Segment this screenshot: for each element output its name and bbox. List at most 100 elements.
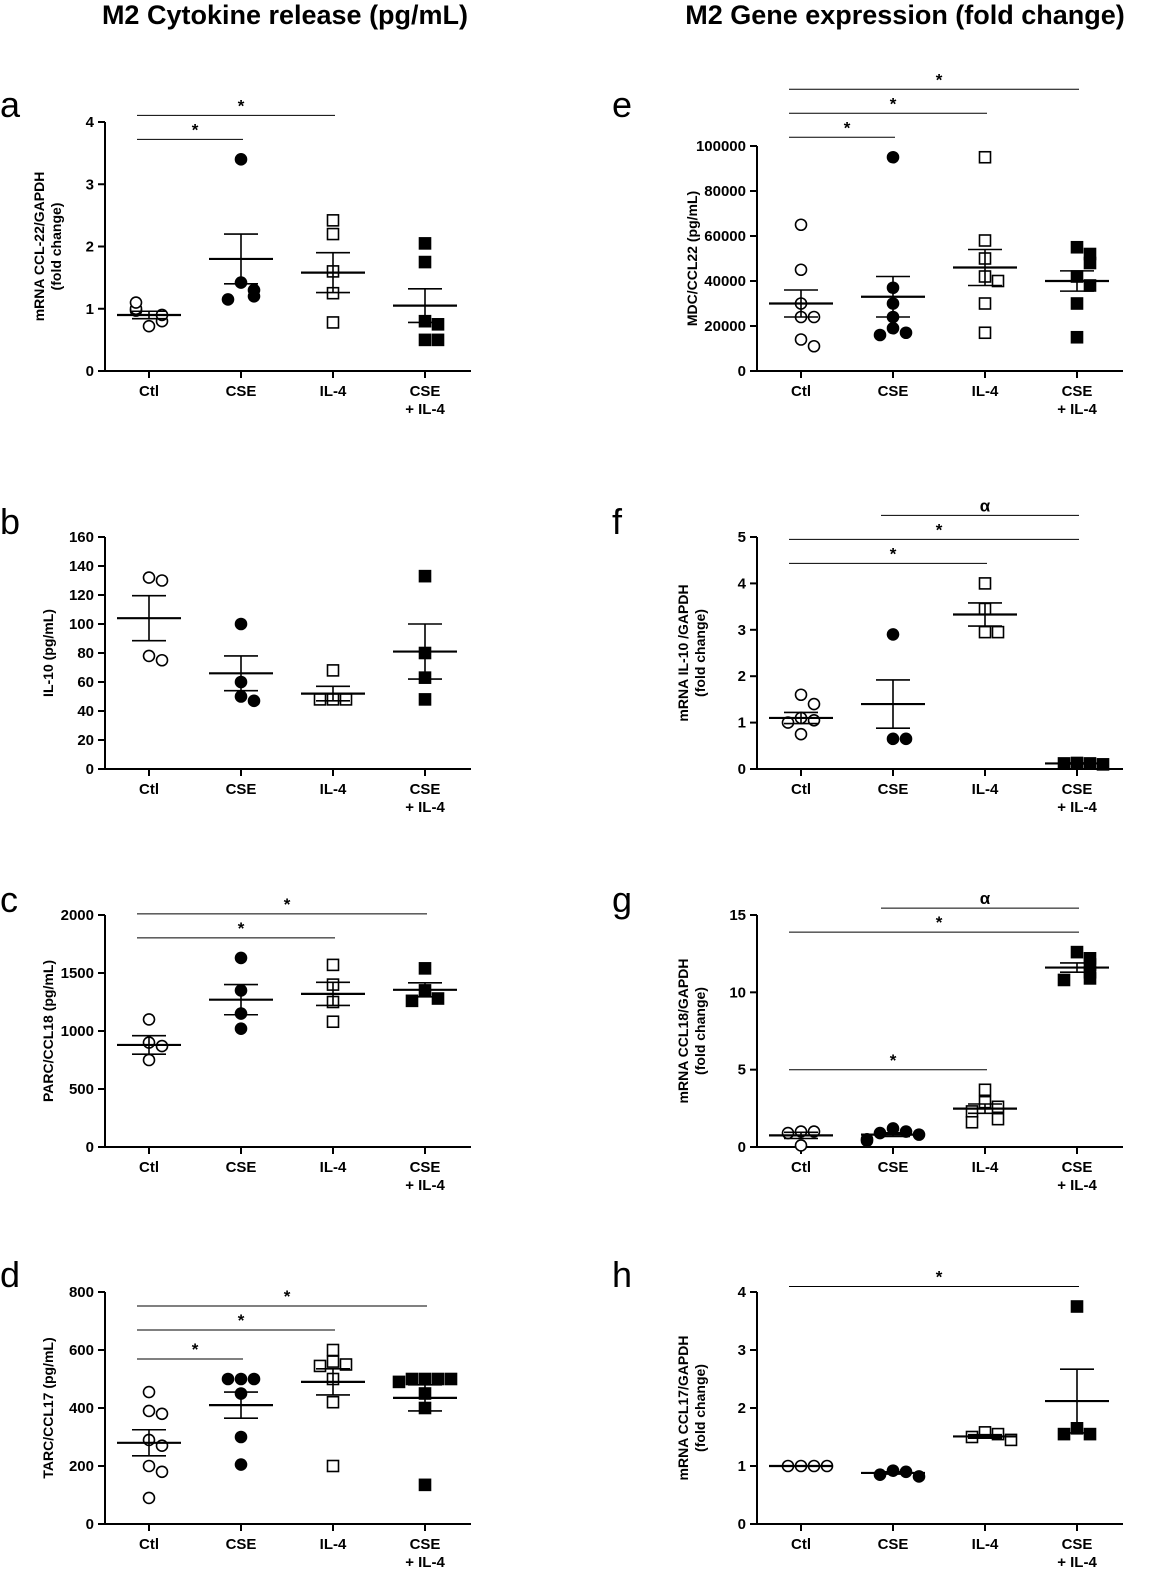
x-tick-label: IL-4 bbox=[320, 1159, 347, 1176]
data-point bbox=[978, 297, 992, 310]
y-tick-label: 1 bbox=[738, 715, 746, 732]
data-point bbox=[991, 1100, 1005, 1114]
y-tick-label: 2 bbox=[738, 1400, 746, 1417]
data-point bbox=[1083, 972, 1097, 985]
significance-label: * bbox=[936, 520, 943, 539]
significance-label: * bbox=[890, 94, 897, 113]
data-point bbox=[418, 569, 432, 583]
column-title: M2 Gene expression (fold change) bbox=[685, 0, 1125, 30]
data-point bbox=[313, 1359, 327, 1373]
data-point bbox=[326, 664, 340, 677]
data-point bbox=[155, 1407, 169, 1421]
y-tick-label: 3 bbox=[738, 1342, 746, 1359]
data-point bbox=[339, 1358, 353, 1371]
data-point bbox=[978, 625, 992, 639]
y-tick-label: 2000 bbox=[61, 907, 94, 924]
sem-bar bbox=[968, 602, 1002, 627]
data-point bbox=[965, 1115, 979, 1129]
data-point bbox=[234, 690, 248, 703]
data-point bbox=[794, 263, 808, 277]
sem-bar bbox=[132, 310, 166, 320]
sem-bar bbox=[408, 1384, 442, 1412]
y-axis-label: mRNA CCL17/GAPDH(fold change) bbox=[675, 1336, 708, 1481]
x-tick-label: CSE + IL-4 bbox=[1057, 1536, 1097, 1571]
y-tick-label: 60000 bbox=[704, 228, 746, 245]
y-tick-label: 80 bbox=[77, 645, 94, 662]
y-tick-label: 500 bbox=[69, 1081, 94, 1098]
data-point bbox=[142, 1013, 156, 1026]
data-point bbox=[326, 1395, 340, 1409]
y-tick-label: 0 bbox=[86, 761, 94, 778]
data-point bbox=[326, 1459, 340, 1473]
y-tick-label: 120 bbox=[69, 587, 94, 604]
y-tick-label: 15 bbox=[729, 907, 746, 924]
x-tick-label: Ctl bbox=[139, 1536, 159, 1553]
x-tick-label: CSE + IL-4 bbox=[405, 383, 445, 418]
data-point bbox=[1004, 1433, 1018, 1447]
panel-label: e bbox=[612, 84, 632, 125]
y-axis-label: mRNA CCL18/GAPDH(fold change) bbox=[675, 959, 708, 1104]
data-point bbox=[234, 1022, 248, 1035]
sem-bar bbox=[408, 623, 442, 680]
x-tick-label: Ctl bbox=[791, 781, 811, 798]
data-point bbox=[794, 688, 808, 702]
sem-bar bbox=[224, 233, 258, 285]
sem-bar bbox=[408, 288, 442, 324]
sem-bar bbox=[1060, 762, 1094, 765]
y-tick-label: 5 bbox=[738, 529, 746, 546]
data-point bbox=[326, 958, 340, 972]
sem-bar bbox=[784, 1131, 818, 1140]
sem-bar bbox=[316, 981, 350, 1007]
data-point bbox=[991, 274, 1005, 288]
data-point bbox=[313, 693, 327, 706]
data-point bbox=[1070, 1300, 1084, 1313]
data-point bbox=[1083, 256, 1097, 270]
sem-bar bbox=[968, 248, 1002, 287]
sem-bar bbox=[876, 679, 910, 729]
data-point bbox=[234, 1458, 248, 1471]
x-tick-label: IL-4 bbox=[972, 383, 999, 400]
y-tick-label: 160 bbox=[69, 529, 94, 546]
data-point bbox=[794, 1139, 808, 1152]
data-point bbox=[405, 994, 419, 1008]
y-tick-label: 40000 bbox=[704, 273, 746, 290]
x-tick-label: Ctl bbox=[139, 781, 159, 798]
data-point bbox=[886, 321, 900, 335]
sem-bar bbox=[408, 982, 442, 998]
data-point bbox=[431, 333, 445, 347]
data-point bbox=[431, 1372, 445, 1386]
data-point bbox=[873, 328, 887, 342]
panel-label: f bbox=[612, 501, 623, 542]
sem-bar bbox=[132, 1034, 166, 1055]
data-point bbox=[978, 326, 992, 340]
data-point bbox=[234, 1372, 248, 1386]
data-point bbox=[339, 693, 353, 706]
sem-bar bbox=[316, 251, 350, 294]
sem-bar bbox=[876, 275, 910, 318]
y-tick-label: 0 bbox=[86, 1139, 94, 1156]
significance-label: * bbox=[890, 544, 897, 563]
data-point bbox=[886, 628, 900, 641]
y-axis-label: MDC/CCL22 (pg/mL) bbox=[684, 191, 700, 326]
data-point bbox=[978, 577, 992, 590]
sem-bar bbox=[224, 1391, 258, 1419]
y-tick-label: 1 bbox=[86, 301, 94, 318]
x-tick-label: CSE bbox=[226, 383, 257, 400]
data-point bbox=[1083, 1427, 1097, 1441]
x-tick-label: IL-4 bbox=[972, 781, 999, 798]
y-tick-label: 100000 bbox=[696, 138, 746, 155]
data-point bbox=[221, 293, 235, 306]
panel-label: c bbox=[0, 879, 18, 920]
data-point bbox=[1070, 330, 1084, 344]
data-point bbox=[1070, 240, 1084, 254]
x-tick-label: IL-4 bbox=[972, 1159, 999, 1176]
x-tick-label: CSE bbox=[226, 1159, 257, 1176]
data-point bbox=[247, 289, 261, 303]
data-point bbox=[991, 1112, 1005, 1126]
x-tick-label: Ctl bbox=[139, 383, 159, 400]
x-tick-label: CSE bbox=[878, 781, 909, 798]
y-tick-label: 40 bbox=[77, 703, 94, 720]
data-point bbox=[221, 1372, 235, 1386]
data-point bbox=[807, 339, 821, 353]
